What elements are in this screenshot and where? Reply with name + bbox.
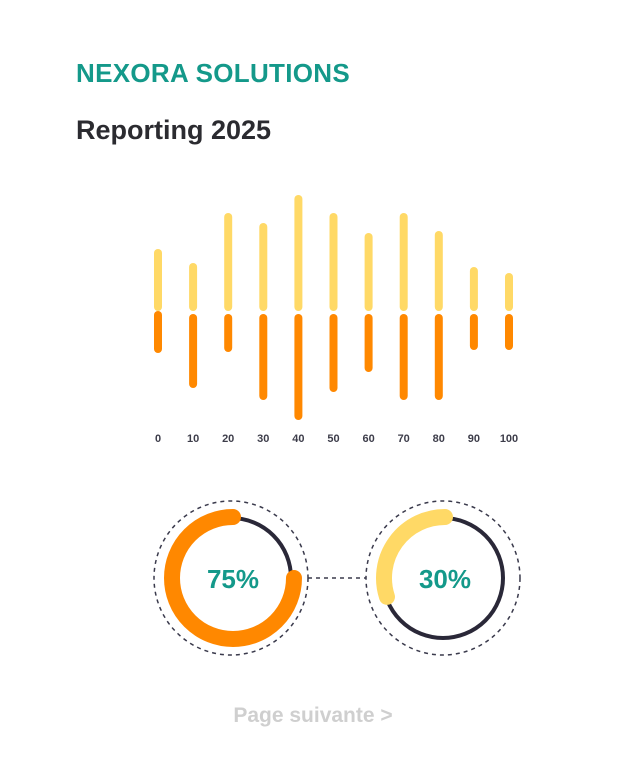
tick-label: 20: [222, 433, 234, 445]
donut-progress-arc: [376, 509, 453, 605]
next-page-link[interactable]: Page suivante >: [233, 704, 393, 727]
tick-label: 60: [362, 433, 374, 445]
donut-progress-arc: [164, 509, 302, 647]
tick-label: 10: [187, 433, 199, 445]
bar-layer: [154, 195, 513, 420]
tick-label: 40: [292, 433, 304, 445]
tick-label: 30: [257, 433, 269, 445]
donut-percent-label: 75%: [207, 564, 259, 594]
tick-label: 0: [155, 433, 161, 445]
donut-percent-label: 30%: [419, 564, 471, 594]
donut-dashed-ring: [365, 500, 521, 656]
tick-label: 50: [327, 433, 339, 445]
tick-layer: 0 10 20 30 40 50 60 70 80 90 100: [155, 433, 518, 445]
donut-layer: 75% 30%: [153, 500, 521, 656]
page-title: Reporting 2025: [76, 115, 272, 145]
tick-label: 70: [398, 433, 410, 445]
tick-label: 80: [433, 433, 445, 445]
company-name: NEXORA SOLUTIONS: [76, 58, 350, 88]
tick-label: 100: [500, 433, 518, 445]
tick-label: 90: [468, 433, 480, 445]
donut-dashed-ring: [153, 500, 309, 656]
